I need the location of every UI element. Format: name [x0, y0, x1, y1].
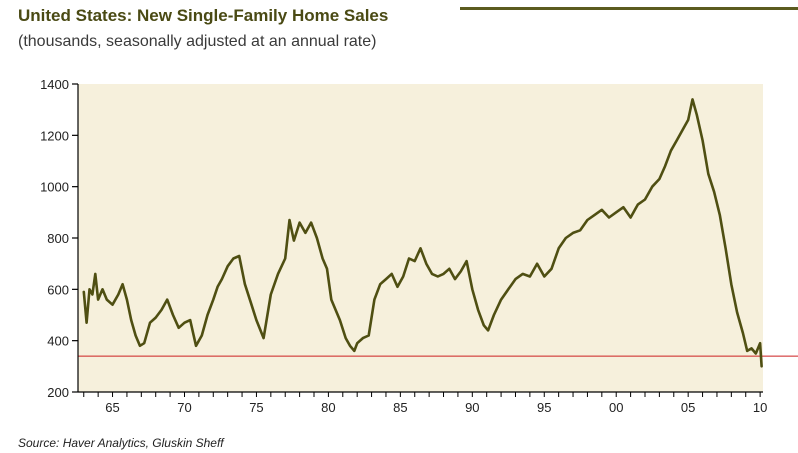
- y-tick-label: 1200: [40, 128, 69, 143]
- y-tick-label: 1400: [40, 77, 69, 92]
- y-tick-label: 1000: [40, 180, 69, 195]
- series-line-0: [82, 98, 763, 368]
- y-tick-label: 400: [47, 334, 69, 349]
- source-note: Source: Haver Analytics, Gluskin Sheff: [18, 436, 224, 450]
- x-tick-label: 70: [177, 400, 191, 415]
- y-axis: 200 400 600 800 1000 1200 1400: [40, 77, 79, 400]
- x-tick-label: 10: [753, 400, 767, 415]
- y-tick-label: 600: [47, 282, 69, 297]
- x-tick-label: 95: [537, 400, 551, 415]
- x-tick-label: 90: [465, 400, 479, 415]
- plot-area: [78, 84, 763, 392]
- x-tick-label: 75: [249, 400, 263, 415]
- x-axis: 65 70 75 80 85 90 95 00 05 10: [78, 391, 767, 415]
- title-rule: [460, 7, 798, 10]
- x-tick-label: 00: [609, 400, 623, 415]
- x-tick-label: 85: [393, 400, 407, 415]
- chart-subtitle: (thousands, seasonally adjusted at an an…: [18, 33, 377, 50]
- series-group: [82, 98, 763, 368]
- y-tick-label: 200: [47, 385, 69, 400]
- x-tick-label: 05: [681, 400, 695, 415]
- x-tick-label: 65: [105, 400, 119, 415]
- x-tick-label: 80: [321, 400, 335, 415]
- chart-title: United States: New Single-Family Home Sa…: [18, 6, 389, 25]
- y-tick-label: 800: [47, 231, 69, 246]
